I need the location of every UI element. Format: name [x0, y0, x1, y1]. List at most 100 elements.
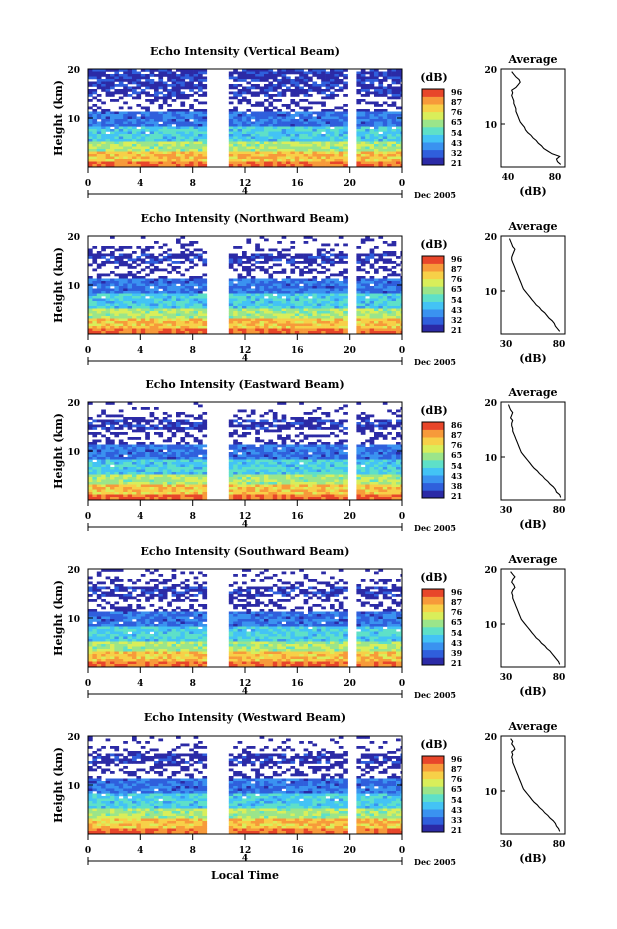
- heatmap-cell: [255, 318, 260, 322]
- heatmap-cell: [101, 288, 106, 292]
- heatmap-cell: [202, 479, 208, 483]
- heatmap-cell: [198, 276, 203, 279]
- heatmap-cell: [321, 91, 326, 95]
- heatmap-cell: [255, 321, 260, 324]
- heatmap-cell: [88, 291, 93, 294]
- heatmap-cell: [149, 452, 155, 455]
- heatmap-cell: [145, 106, 150, 110]
- heatmap-cell: [145, 79, 150, 82]
- heatmap-cell: [264, 159, 269, 162]
- heatmap-cell: [158, 444, 164, 448]
- heatmap-cell: [158, 146, 164, 150]
- heatmap-cell: [334, 328, 340, 332]
- heatmap-cell: [101, 136, 106, 140]
- heatmap-cell: [264, 91, 269, 95]
- x-tick-label: 0: [85, 346, 91, 356]
- heatmap-cell: [123, 276, 128, 279]
- heatmap-cell: [365, 288, 370, 292]
- heatmap-cell: [189, 261, 194, 264]
- heatmap-cell: [154, 86, 159, 90]
- heatmap-cell: [325, 161, 331, 165]
- heatmap-cell: [105, 459, 111, 463]
- heatmap-cell: [246, 121, 252, 125]
- heatmap-cell: [198, 303, 203, 307]
- heatmap-cell: [365, 141, 370, 145]
- heatmap-cell: [382, 311, 388, 314]
- heatmap-cell: [356, 313, 362, 317]
- heatmap-cell: [259, 126, 265, 130]
- heatmap-cell: [338, 114, 344, 117]
- heatmap-cell: [145, 151, 150, 155]
- heatmap-cell: [369, 84, 375, 87]
- heatmap-cell: [400, 161, 402, 165]
- heatmap-cell: [303, 303, 309, 307]
- heatmap-cell: [105, 151, 111, 155]
- heatmap-cell: [88, 432, 93, 435]
- heatmap-cell: [202, 462, 208, 465]
- heatmap-cell: [228, 146, 234, 150]
- x-tick-label: 0: [399, 346, 405, 356]
- heatmap-cell: [246, 164, 252, 167]
- heatmap-cell: [136, 139, 142, 142]
- heatmap-cell: [123, 131, 128, 135]
- heatmap-cell: [154, 321, 159, 324]
- heatmap-cell: [92, 331, 98, 334]
- heatmap-cell: [290, 109, 296, 112]
- heatmap-cell: [136, 81, 142, 85]
- heatmap-cell: [92, 144, 98, 147]
- heatmap-cell: [162, 301, 168, 304]
- heatmap-cell: [250, 86, 256, 90]
- heatmap-cell: [162, 121, 168, 125]
- heatmap-cell: [242, 134, 247, 137]
- heatmap-cell: [198, 114, 203, 117]
- heatmap-cell: [400, 134, 402, 137]
- heatmap-cell: [250, 328, 256, 332]
- heatmap-cell: [334, 134, 340, 137]
- heatmap-cell: [272, 124, 278, 127]
- heatmap-cell: [123, 141, 128, 145]
- heatmap-cell: [325, 154, 331, 157]
- heatmap-cell: [145, 432, 150, 435]
- heatmap-cell: [338, 149, 344, 152]
- heatmap-area: [88, 69, 402, 167]
- heatmap-cell: [237, 161, 243, 165]
- heatmap-cell: [202, 288, 208, 292]
- heatmap-cell: [378, 286, 384, 289]
- heatmap-cell: [308, 144, 313, 147]
- heatmap-cell: [132, 266, 137, 269]
- heatmap-cell: [114, 91, 120, 95]
- heatmap-cell: [264, 79, 269, 82]
- heatmap-cell: [202, 313, 208, 317]
- heatmap-cell: [176, 288, 181, 292]
- heatmap-cell: [338, 296, 344, 299]
- heatmap-cell: [118, 472, 124, 475]
- heatmap-cell: [140, 261, 146, 264]
- heatmap-cell: [202, 116, 208, 120]
- heatmap-cell: [189, 84, 194, 87]
- heatmap-cell: [272, 139, 278, 142]
- heatmap-cell: [167, 454, 172, 458]
- heatmap-cell: [171, 164, 177, 167]
- heatmap-cell: [140, 159, 146, 162]
- heatmap-cell: [396, 149, 401, 152]
- heatmap-cell: [154, 151, 159, 155]
- heatmap-cell: [162, 99, 168, 102]
- heatmap-cell: [325, 71, 331, 75]
- heatmap-cell: [290, 156, 296, 160]
- heatmap-cell: [189, 164, 194, 167]
- heatmap-cell: [110, 442, 115, 445]
- heatmap-cell: [123, 91, 128, 95]
- heatmap-cell: [101, 422, 106, 425]
- heatmap-cell: [180, 316, 186, 319]
- heatmap-cell: [360, 154, 366, 157]
- heatmap-cell: [189, 139, 194, 142]
- heatmap-cell: [330, 109, 335, 112]
- heatmap-cell: [338, 253, 344, 257]
- heatmap-cell: [132, 146, 137, 150]
- heatmap-cell: [356, 256, 362, 259]
- heatmap-cell: [255, 288, 260, 292]
- heatmap-cell: [286, 76, 291, 80]
- heatmap-cell: [114, 293, 120, 297]
- heatmap-cell: [88, 256, 93, 259]
- heatmap-cell: [118, 124, 124, 127]
